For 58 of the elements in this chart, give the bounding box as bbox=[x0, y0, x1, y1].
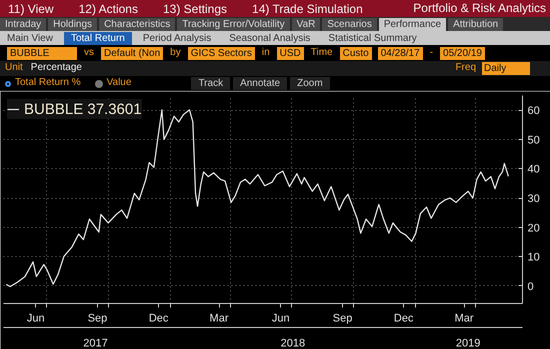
x-tick-label: Sep bbox=[332, 312, 352, 324]
text: Total Return bbox=[64, 32, 132, 44]
text: VaR bbox=[292, 18, 320, 30]
text: Track bbox=[191, 77, 230, 90]
y-tick-label: 60 bbox=[528, 105, 540, 118]
text: 12) Actions bbox=[70, 0, 152, 16]
text: 04/28/17 bbox=[378, 46, 423, 60]
chart-title: Portfolio & Risk Analytics bbox=[413, 0, 547, 17]
x2-tick-label: 2018 bbox=[280, 338, 306, 349]
text: Seasonal Analysis bbox=[222, 32, 318, 44]
text: 13) Settings bbox=[154, 0, 242, 16]
text: Custo bbox=[340, 46, 372, 60]
text: Default (Non bbox=[101, 46, 164, 60]
text: Annotate bbox=[233, 77, 288, 90]
text: BUBBLE 37.3601 bbox=[24, 100, 142, 118]
text: USD bbox=[276, 46, 304, 60]
text: Main View bbox=[0, 32, 60, 44]
text: Zoom bbox=[290, 77, 330, 90]
text: in bbox=[262, 46, 270, 60]
y-tick-label: 20 bbox=[528, 222, 540, 234]
y-tick-label: 10 bbox=[528, 252, 540, 264]
y-tick-label: 0 bbox=[528, 280, 534, 293]
text: Daily bbox=[482, 62, 530, 75]
y-tick-label: 40 bbox=[528, 164, 540, 176]
text: GICS Sectors bbox=[188, 46, 255, 60]
text: Total Return % bbox=[15, 76, 81, 90]
x-tick-label: Jun bbox=[272, 312, 290, 324]
x-tick-label: Dec bbox=[148, 312, 169, 324]
y-tick-label: 30 bbox=[528, 193, 540, 206]
text: Freq bbox=[455, 61, 476, 76]
text: Intraday bbox=[0, 18, 46, 30]
text: 05/20/19 bbox=[440, 46, 485, 60]
text: Time bbox=[310, 46, 333, 60]
x-tick-label: Mar bbox=[210, 312, 229, 324]
text: Holdings bbox=[48, 18, 98, 30]
x-tick-label: Dec bbox=[394, 312, 414, 324]
text: Unit bbox=[5, 61, 23, 76]
x-tick-label: Sep bbox=[88, 312, 108, 324]
text: BUBBLE bbox=[7, 46, 77, 60]
text: vs bbox=[84, 46, 94, 60]
text: Value bbox=[106, 76, 132, 90]
text: 14) Trade Simulation bbox=[244, 0, 377, 16]
text: Statistical Summary bbox=[321, 32, 424, 44]
y-tick-label: 50 bbox=[528, 134, 540, 146]
x2-tick-label: 2019 bbox=[456, 338, 480, 349]
text: Percentage bbox=[30, 61, 82, 76]
text: 11) View bbox=[0, 0, 68, 16]
text: Performance bbox=[378, 18, 446, 30]
text: Tracking Error/Volatility bbox=[177, 18, 290, 30]
text: Scenarios bbox=[322, 18, 377, 30]
x-tick-label: Jun bbox=[26, 312, 45, 324]
x-tick-label: Mar bbox=[454, 312, 474, 324]
x2-tick-label: 2017 bbox=[83, 338, 108, 349]
text: Attribution bbox=[448, 18, 504, 30]
text: Period Analysis bbox=[136, 32, 218, 44]
text: by bbox=[170, 46, 181, 60]
text: - bbox=[430, 46, 434, 60]
text: Characteristics bbox=[99, 18, 176, 30]
